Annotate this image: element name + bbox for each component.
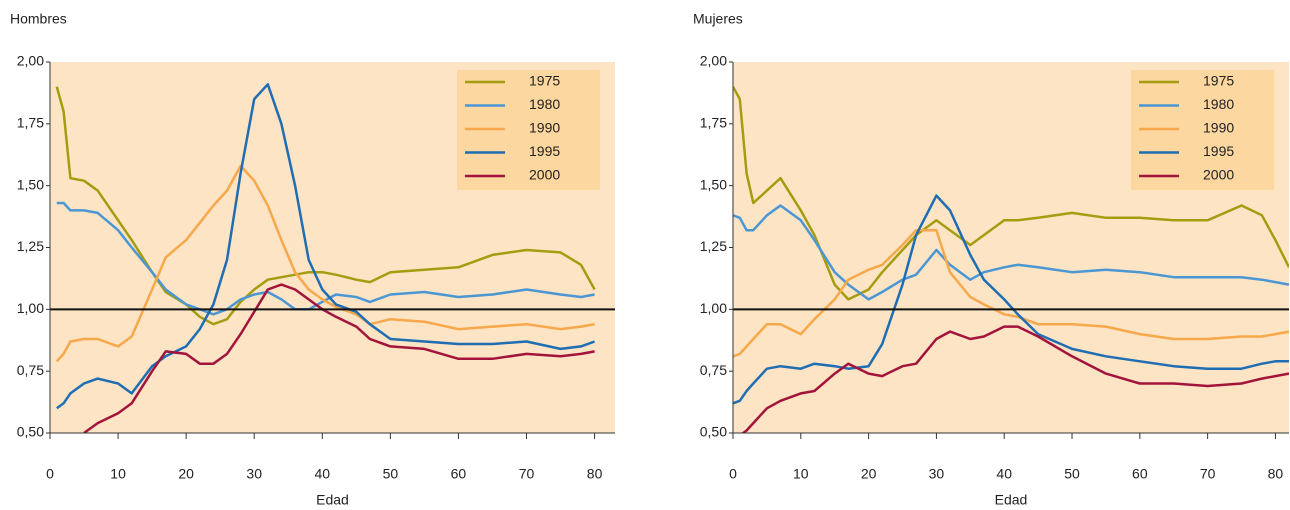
x-tick-label: 40 <box>996 466 1012 482</box>
x-tick-label: 70 <box>1200 466 1216 482</box>
y-tick-label: 2,00 <box>17 53 44 69</box>
chart-title: Hombres <box>10 11 67 27</box>
legend-label: 1975 <box>529 73 560 89</box>
x-tick-label: 10 <box>793 466 809 482</box>
legend: 1975 1980 1990 1995 2000 <box>1131 70 1274 190</box>
legend-label: 1990 <box>529 120 560 136</box>
x-tick-label: 80 <box>1268 466 1284 482</box>
series-line <box>733 194 1289 405</box>
x-tick-label: 50 <box>383 466 399 482</box>
y-tick-label: 1,25 <box>700 238 727 254</box>
series-line <box>83 283 595 433</box>
y-tick-label: 0,75 <box>700 362 727 378</box>
series-line <box>733 86 1289 301</box>
lines <box>733 86 1289 433</box>
y-tick-label: 0,50 <box>17 424 44 440</box>
series-line <box>55 86 596 326</box>
legend-label: 1990 <box>1203 120 1234 136</box>
y-tick-label: 2,00 <box>700 53 727 69</box>
x-tick-label: 30 <box>929 466 945 482</box>
x-tick-label: 0 <box>729 466 737 482</box>
x-tick-label: 60 <box>1132 466 1148 482</box>
lines <box>55 83 596 433</box>
legend-label: 2000 <box>529 167 560 183</box>
series-line <box>56 83 596 410</box>
legend-label: 1975 <box>1203 73 1234 89</box>
legend-label: 2000 <box>1203 167 1234 183</box>
y-tick-label: 1,50 <box>17 176 44 192</box>
x-tick-label: 20 <box>861 466 877 482</box>
chart: Hombres Edad 0,50 0,75 1,00 1,25 1,50 1,75 2,00 0… <box>10 11 615 508</box>
y-tick-label: 1,75 <box>17 115 44 131</box>
chart-title: Mujeres <box>693 11 743 27</box>
x-axis-label: Edad <box>995 492 1028 508</box>
y-tick-label: 1,50 <box>700 176 727 192</box>
y-tick-label: 0,75 <box>17 362 44 378</box>
legend-label: 1980 <box>1203 96 1234 112</box>
series-line <box>741 325 1289 433</box>
x-tick-label: 10 <box>110 466 126 482</box>
series-line <box>55 164 595 363</box>
x-tick-label: 60 <box>451 466 467 482</box>
legend-label: 1995 <box>1203 143 1234 159</box>
y-tick-label: 1,75 <box>700 115 727 131</box>
series-line <box>56 201 595 316</box>
series-line <box>733 228 1289 358</box>
x-tick-label: 40 <box>315 466 331 482</box>
y-tick-label: 0,50 <box>700 424 727 440</box>
legend: 1975 1980 1990 1995 2000 <box>457 70 600 190</box>
x-tick-label: 50 <box>1064 466 1080 482</box>
x-tick-label: 70 <box>519 466 535 482</box>
x-axis-label: Edad <box>316 492 349 508</box>
y-tick-label: 1,00 <box>17 300 44 316</box>
legend-label: 1995 <box>529 143 560 159</box>
y-tick-label: 1,00 <box>700 300 727 316</box>
x-tick-label: 20 <box>178 466 194 482</box>
x-tick-label: 0 <box>46 466 54 482</box>
series-line <box>733 204 1289 301</box>
legend-label: 1980 <box>529 96 560 112</box>
x-tick-label: 80 <box>587 466 603 482</box>
x-tick-label: 30 <box>246 466 262 482</box>
y-tick-label: 1,25 <box>17 238 44 254</box>
chart: Mujeres Edad 0,50 0,75 1,00 1,25 1,50 1,75 2,00 0… <box>693 11 1289 508</box>
